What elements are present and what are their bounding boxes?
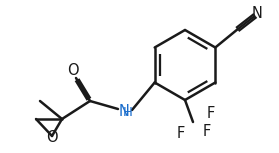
Text: H: H <box>123 106 133 119</box>
Text: N: N <box>119 104 130 119</box>
Text: F: F <box>203 125 211 140</box>
Text: O: O <box>67 62 79 78</box>
Text: N: N <box>252 6 263 21</box>
Text: O: O <box>46 129 58 144</box>
Text: F: F <box>177 127 185 142</box>
Text: F: F <box>207 106 215 121</box>
